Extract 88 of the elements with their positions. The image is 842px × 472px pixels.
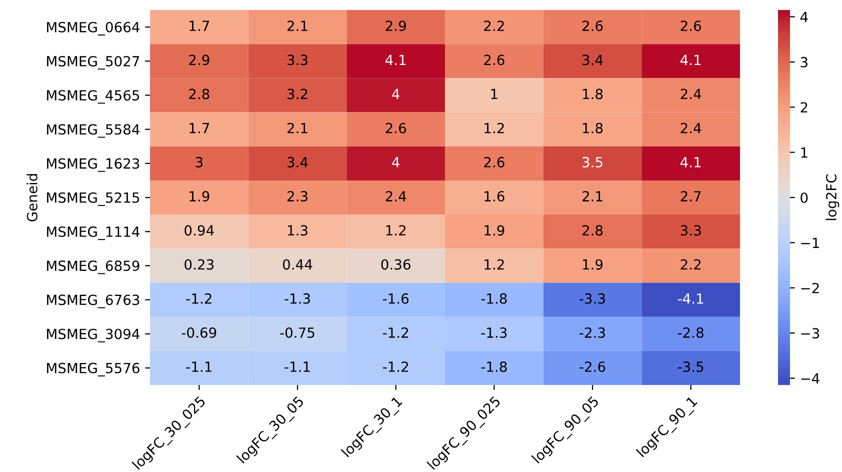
data-label: 1 — [491, 88, 498, 100]
data-label: 1.7 — [190, 20, 210, 31]
data-label: 0.44 — [282, 259, 312, 270]
data-label: 1.9 — [582, 259, 603, 270]
data-label: 4 — [392, 157, 400, 168]
data-label: -1.2 — [382, 361, 408, 372]
data-label: 1.2 — [484, 259, 504, 270]
data-label: 2.9 — [189, 54, 210, 66]
data-label: 4.1 — [680, 157, 701, 168]
color-bar-label: −4 — [801, 373, 820, 384]
data-label: -1.8 — [481, 293, 507, 304]
color-bar-label: −1 — [801, 238, 819, 248]
data-label: 1.8 — [582, 88, 603, 100]
y-tick-label: MSMEG_4565 — [47, 90, 140, 104]
data-label: 2.9 — [386, 20, 406, 32]
data-label: 2.6 — [484, 156, 504, 168]
data-label: -1.3 — [481, 327, 507, 338]
data-label: 3.5 — [582, 156, 602, 168]
data-label: 2.6 — [484, 54, 504, 66]
data-label: 2.4 — [386, 191, 406, 202]
data-label: 1.2 — [484, 122, 504, 134]
y-tick-label: MSMEG_1623 — [47, 158, 140, 172]
data-label: 3.3 — [288, 54, 308, 66]
data-label: 4 — [392, 88, 400, 100]
data-label: -3.5 — [678, 361, 704, 372]
y-tick-label: MSMEG_5584 — [47, 124, 140, 138]
data-label: -1.8 — [481, 361, 507, 372]
data-label: -0.75 — [280, 327, 314, 338]
color-bar-label: 2 — [800, 102, 808, 112]
data-label: -1.1 — [186, 362, 212, 372]
y-tick-label: MSMEG_0664 — [47, 22, 140, 36]
y-tick-label: MSMEG_6763 — [47, 294, 140, 308]
y-axis-title: Geneid — [26, 174, 38, 222]
data-label: -1.3 — [284, 293, 310, 304]
y-tick-label: MSMEG_5027 — [47, 56, 140, 70]
data-label: 2.8 — [582, 225, 603, 236]
data-label: -2.3 — [580, 327, 605, 338]
data-label: 2.1 — [287, 122, 308, 134]
data-label: -2.8 — [678, 327, 704, 338]
data-label: -0.69 — [182, 327, 216, 338]
color-bar-label: −2 — [801, 282, 819, 294]
data-label: 1.7 — [190, 123, 210, 134]
color-bar-label: 4 — [800, 12, 808, 22]
y-tick-label: MSMEG_6859 — [47, 260, 140, 274]
y-tick-label: MSMEG_5215 — [47, 192, 140, 206]
y-tick-label: MSMEG_1114 — [47, 226, 140, 240]
data-label: 3.4 — [582, 54, 603, 66]
color-bar-label: 1 — [801, 147, 808, 158]
data-label: 1.6 — [484, 191, 504, 202]
data-label: 2.7 — [680, 191, 701, 202]
data-label: 2.6 — [386, 122, 406, 134]
data-label: 0.94 — [184, 225, 214, 236]
data-label: -3.3 — [580, 293, 605, 304]
data-label: 2.1 — [582, 191, 602, 202]
data-label: -1.2 — [186, 293, 212, 304]
data-label: 2.8 — [189, 88, 210, 100]
data-label: -1.6 — [382, 293, 409, 304]
color-bar-label: 3 — [800, 56, 808, 68]
color-bar-label: 0 — [800, 192, 808, 203]
data-label: 4.1 — [680, 54, 701, 65]
color-bar-label: −3 — [801, 328, 820, 339]
data-label: 2.2 — [484, 20, 504, 31]
data-label: 3.2 — [288, 88, 308, 100]
data-label: 1.2 — [386, 225, 406, 236]
data-label: 2.3 — [287, 191, 308, 202]
data-label: 2.1 — [287, 20, 308, 31]
data-label: 3.4 — [288, 156, 308, 168]
y-tick-label: MSMEG_3094 — [47, 328, 140, 342]
color-bar-title: log2FC — [826, 174, 840, 220]
y-tick-label: MSMEG_5576 — [47, 362, 140, 376]
data-label: -1.1 — [284, 362, 310, 372]
data-label: 2.6 — [680, 20, 702, 32]
data-label: 3.3 — [680, 225, 701, 236]
data-label: -2.6 — [580, 361, 606, 372]
data-label: 4.1 — [385, 54, 406, 65]
data-label: 2.4 — [680, 122, 702, 134]
data-label: 3 — [196, 156, 202, 168]
data-label: -4.1 — [678, 293, 704, 304]
data-label: 0.23 — [184, 259, 214, 270]
data-label: 2.4 — [680, 88, 702, 100]
data-label: 2.2 — [680, 259, 700, 270]
data-label: 1.9 — [484, 225, 504, 236]
data-label: 1.9 — [190, 191, 210, 202]
data-label: -1.2 — [382, 327, 408, 338]
data-label: 2.6 — [582, 20, 603, 32]
data-label: 1.3 — [288, 225, 308, 236]
data-label: 1.8 — [582, 122, 603, 134]
data-label: 0.36 — [381, 259, 410, 270]
